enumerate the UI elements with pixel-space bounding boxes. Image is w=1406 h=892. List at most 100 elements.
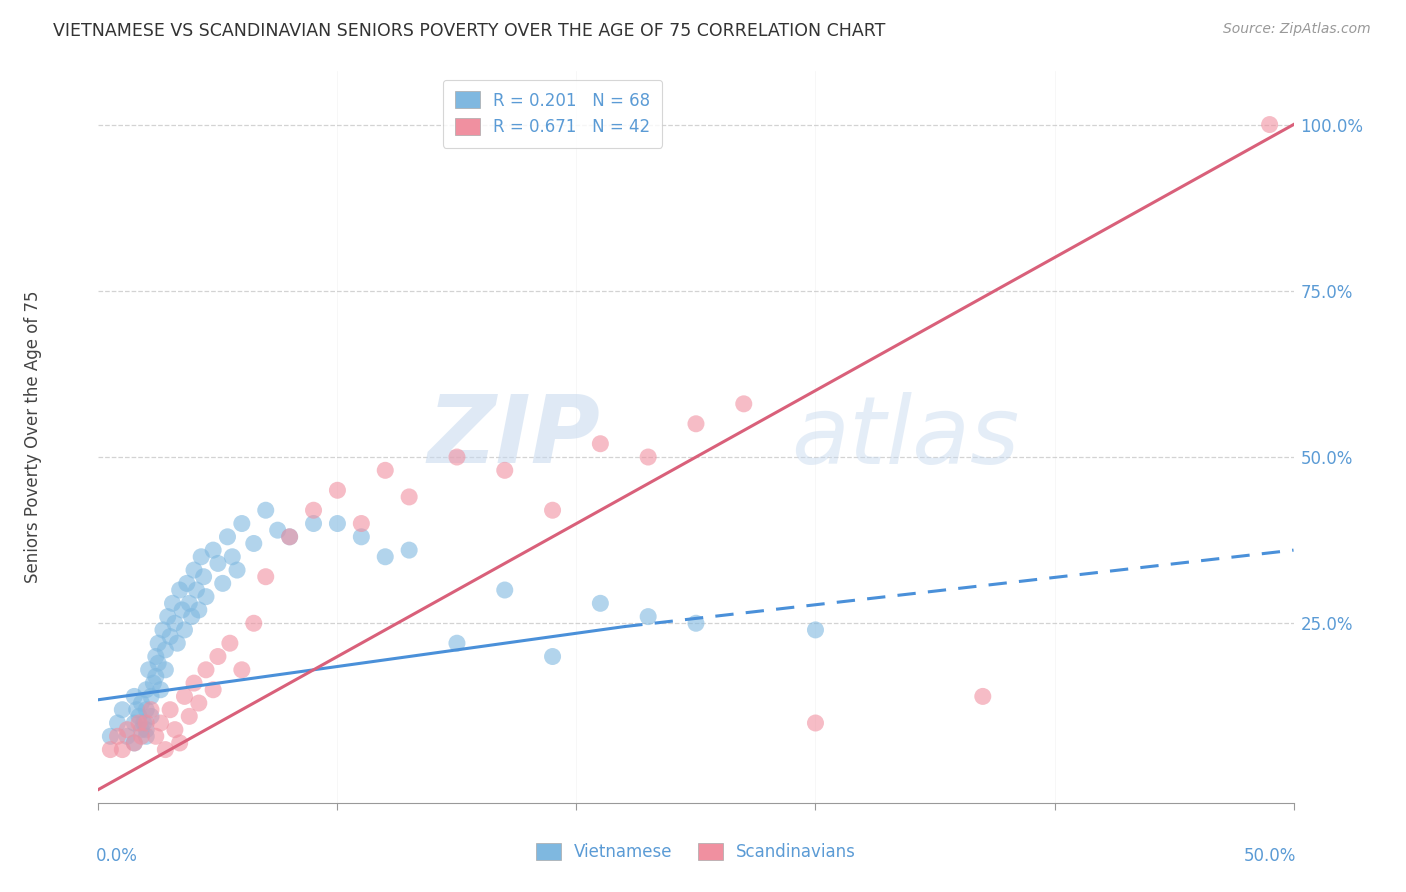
Legend: Vietnamese, Scandinavians: Vietnamese, Scandinavians (529, 836, 863, 868)
Point (148, 636, 170, 650)
Point (254, 570, 277, 584)
Point (149, 716, 172, 731)
Point (187, 696, 209, 710)
Point (163, 616, 186, 631)
Point (124, 736, 146, 750)
Point (685, 417, 707, 431)
Point (131, 729, 153, 743)
Point (183, 676, 205, 690)
Point (166, 636, 188, 650)
Point (183, 563, 205, 577)
Point (207, 557, 229, 571)
Point (302, 516, 325, 531)
Point (98, 742, 122, 756)
Point (231, 516, 253, 531)
Point (195, 590, 218, 604)
Point (135, 703, 157, 717)
Point (169, 582, 191, 597)
Point (637, 450, 659, 464)
Point (128, 716, 150, 731)
Point (107, 716, 129, 731)
Point (132, 716, 155, 731)
Point (139, 709, 162, 723)
Point (804, 716, 827, 731)
Point (149, 682, 172, 697)
Point (733, 397, 755, 411)
Point (135, 682, 157, 697)
Point (589, 596, 612, 610)
Point (243, 616, 266, 631)
Point (186, 582, 208, 597)
Point (145, 669, 167, 683)
Point (278, 530, 301, 544)
Point (107, 729, 129, 743)
Point (159, 703, 181, 717)
Point (135, 729, 157, 743)
Point (217, 530, 239, 544)
Point (156, 609, 179, 624)
Point (179, 709, 201, 723)
Point (207, 649, 229, 664)
Point (446, 636, 468, 650)
Point (398, 543, 420, 558)
Point (173, 690, 195, 704)
Point (111, 703, 134, 717)
Point (278, 530, 301, 544)
Point (131, 723, 153, 737)
Point (148, 656, 170, 670)
Point (211, 576, 233, 591)
Text: 0.0%: 0.0% (96, 847, 138, 864)
Point (374, 549, 396, 564)
Point (135, 716, 157, 731)
Point (131, 696, 153, 710)
Point (231, 663, 253, 677)
Point (326, 483, 349, 498)
Point (135, 723, 157, 737)
Point (190, 549, 212, 564)
Point (804, 623, 827, 637)
Point (172, 603, 194, 617)
Point (98, 729, 122, 743)
Text: 50.0%: 50.0% (1243, 847, 1296, 864)
Point (163, 723, 186, 737)
Point (187, 603, 209, 617)
Point (221, 549, 243, 564)
Point (139, 703, 162, 717)
Point (243, 536, 266, 550)
Point (219, 636, 242, 650)
Point (138, 663, 160, 677)
Point (1258, 118, 1281, 132)
Point (350, 516, 373, 531)
Point (446, 450, 468, 464)
Point (124, 716, 146, 731)
Point (541, 503, 564, 517)
Point (193, 570, 215, 584)
Point (195, 663, 218, 677)
Point (128, 709, 150, 723)
Point (142, 676, 165, 690)
Point (124, 690, 146, 704)
Point (494, 463, 516, 477)
Point (398, 490, 420, 504)
Point (202, 682, 225, 697)
Point (115, 729, 138, 743)
Point (685, 616, 707, 631)
Point (176, 576, 198, 591)
Point (374, 463, 396, 477)
Text: Seniors Poverty Over the Age of 75: Seniors Poverty Over the Age of 75 (24, 291, 42, 583)
Point (972, 690, 994, 704)
Point (589, 436, 612, 450)
Text: ZIP: ZIP (427, 391, 600, 483)
Text: atlas: atlas (792, 392, 1019, 483)
Point (152, 623, 174, 637)
Point (180, 609, 202, 624)
Point (169, 736, 191, 750)
Point (302, 503, 325, 517)
Point (155, 742, 177, 756)
Point (267, 523, 290, 537)
Point (202, 543, 225, 558)
Point (226, 563, 249, 577)
Point (254, 503, 277, 517)
Point (541, 649, 564, 664)
Text: Source: ZipAtlas.com: Source: ZipAtlas.com (1223, 22, 1371, 37)
